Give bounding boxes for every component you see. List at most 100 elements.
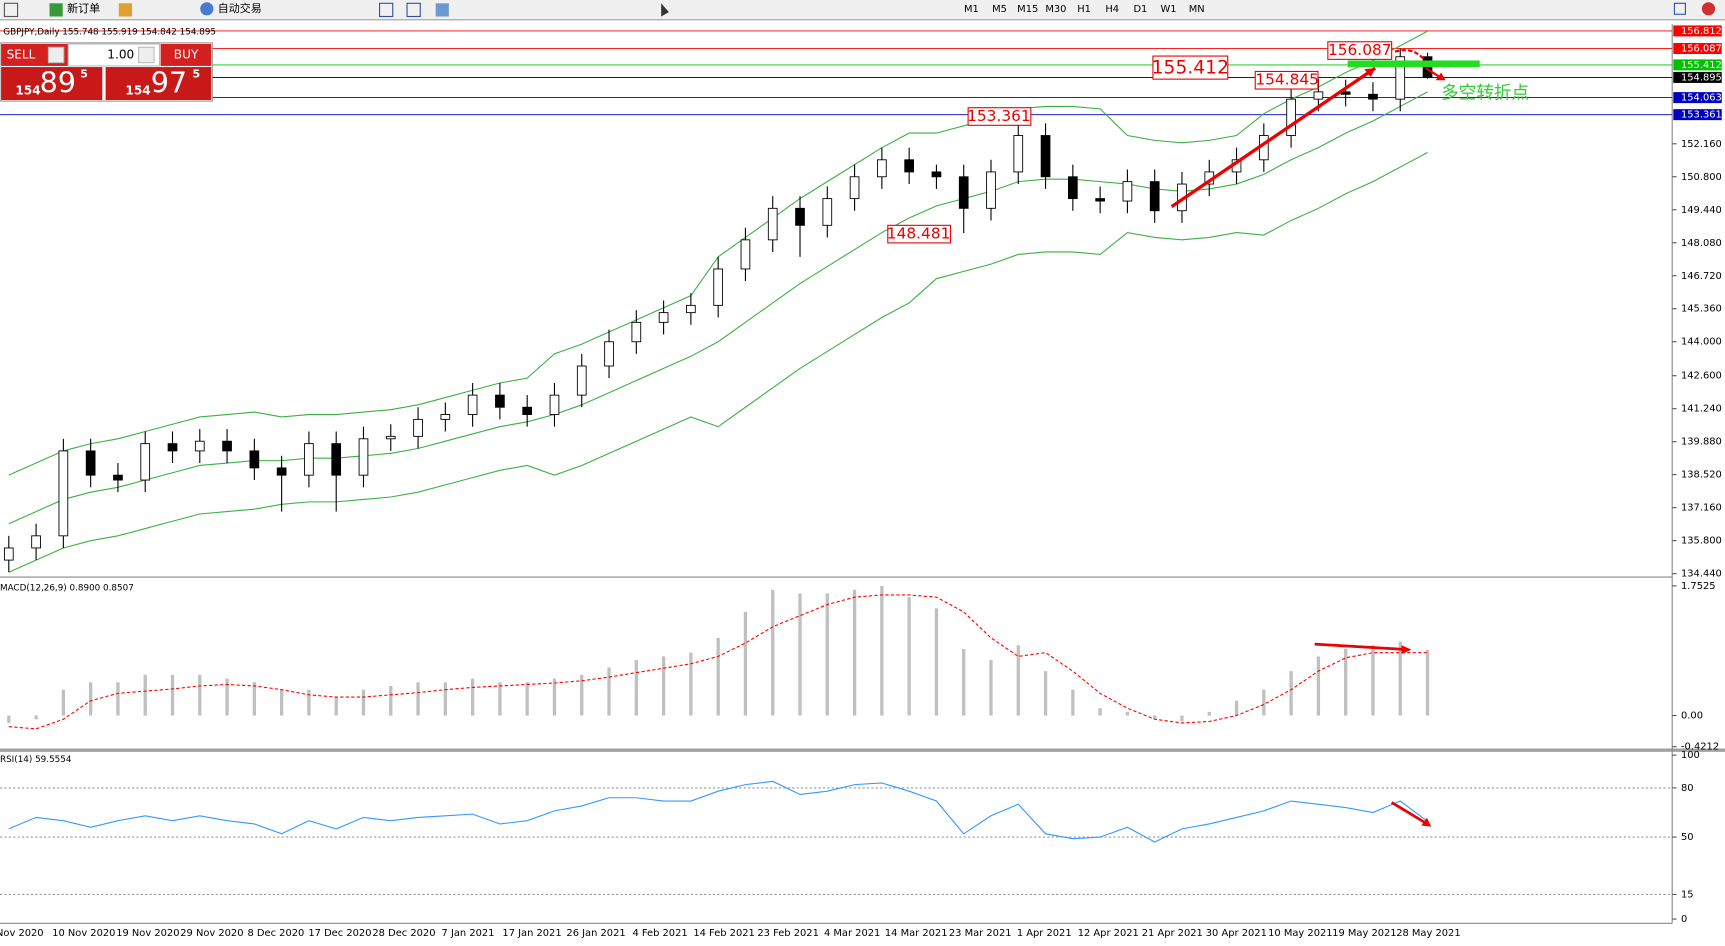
lot-input[interactable]	[67, 43, 161, 67]
bid-prefix[interactable]: 154	[15, 84, 40, 98]
price-level-label: 155.412	[1681, 60, 1722, 71]
timeframe[interactable]: W1	[1161, 4, 1177, 15]
x-tick-label: 30 Apr 2021	[1206, 928, 1267, 939]
ask-box[interactable]	[105, 67, 212, 101]
search[interactable]	[1673, 2, 1686, 15]
zoom-in[interactable]	[378, 2, 394, 18]
macd-bar	[771, 589, 775, 716]
bid-box[interactable]	[1, 67, 103, 101]
macd-bar	[307, 689, 311, 716]
y-tick-label: 50	[1681, 832, 1694, 843]
candle-body	[167, 443, 178, 452]
candle-body	[3, 547, 14, 561]
lot-down[interactable]	[47, 46, 65, 64]
highlight-bar	[1347, 60, 1480, 68]
price-level-label: 156.812	[1681, 26, 1722, 37]
timeframe[interactable]: M1	[964, 4, 979, 15]
macd-signal	[8, 594, 1428, 730]
arrow-head	[1401, 645, 1412, 655]
ask-prefix[interactable]: 154	[125, 84, 150, 98]
y-tick-label: 146.720	[1681, 271, 1722, 282]
x-tick-label: 29 Nov 2020	[180, 928, 243, 939]
new-order[interactable]: 新订单	[67, 1, 100, 15]
candle-body	[740, 239, 751, 270]
macd-bar	[389, 685, 393, 716]
timeframe[interactable]: MN	[1189, 4, 1205, 15]
turn-arrow	[1394, 49, 1426, 62]
macd-bar	[470, 678, 475, 716]
candle-body	[113, 474, 123, 481]
ask-sup[interactable]: 5	[193, 68, 201, 81]
timeframe[interactable]: M30	[1045, 4, 1066, 15]
timeframe[interactable]: M5	[992, 4, 1007, 15]
zoom-out[interactable]	[406, 2, 421, 18]
arrow-head	[1435, 72, 1446, 81]
lot-value[interactable]: 1.00	[107, 47, 134, 61]
macd-arrow	[1314, 642, 1409, 651]
y-tick-label: 142.600	[1681, 371, 1722, 382]
tool-icon[interactable]	[118, 3, 133, 17]
candle-body	[467, 394, 478, 415]
buy-label[interactable]: BUY	[174, 47, 199, 61]
timeframe[interactable]: M15	[1017, 4, 1038, 15]
tool-icon[interactable]	[3, 2, 19, 18]
candle-body	[1122, 181, 1133, 202]
alert[interactable]	[1701, 2, 1716, 16]
macd-bar	[607, 667, 611, 716]
y-tick-label: 100	[1681, 750, 1700, 761]
y-tick-label: 139.880	[1681, 437, 1722, 448]
y-tick-label: -0.4212	[1681, 742, 1719, 753]
candle-body	[1095, 198, 1105, 202]
macd-bar	[934, 608, 939, 716]
macd-bar	[634, 660, 638, 716]
macd-bar	[525, 682, 529, 716]
annotation: 153.361	[967, 107, 1031, 125]
band-middle	[8, 91, 1428, 525]
candle-body	[1422, 56, 1433, 78]
sell-label[interactable]: SELL	[7, 47, 36, 61]
macd-bar	[580, 674, 584, 716]
macd-bar	[170, 674, 175, 716]
candle-body	[31, 535, 41, 549]
timeframe[interactable]: D1	[1133, 4, 1147, 15]
macd-bar	[880, 586, 884, 716]
candle-body	[631, 321, 642, 343]
new-order-icon[interactable]	[49, 3, 63, 17]
y-tick-label: 1.7525	[1681, 581, 1716, 592]
x-tick-label: 21 Apr 2021	[1142, 928, 1203, 939]
bid-main[interactable]: 89	[40, 66, 76, 100]
macd-bar	[198, 674, 202, 716]
macd-bar	[1153, 715, 1157, 720]
y-tick-label: 141.240	[1681, 404, 1722, 415]
buy-button[interactable]	[160, 43, 212, 66]
x-tick-label: 4 Mar 2021	[824, 928, 880, 939]
tile[interactable]	[435, 3, 449, 17]
x-tick-label: 14 Feb 2021	[693, 928, 754, 939]
lot-up[interactable]	[138, 46, 155, 64]
macd-bar	[1425, 649, 1430, 716]
auto-trading-icon[interactable]	[200, 2, 214, 16]
candle-body	[385, 435, 396, 440]
timeframe[interactable]: H4	[1105, 4, 1119, 15]
candle-body	[85, 450, 96, 476]
auto-trading[interactable]: 自动交易	[218, 1, 262, 15]
cursor-tool[interactable]	[661, 3, 669, 17]
x-tick-label: 12 Apr 2021	[1078, 928, 1139, 939]
macd-bar	[661, 656, 666, 716]
macd-bar	[443, 682, 447, 716]
x-tick-label: 14 Mar 2021	[885, 928, 948, 939]
price-level-tag	[1673, 71, 1722, 83]
x-tick-label: 19 May 2021	[1332, 928, 1396, 939]
macd-bar	[1316, 656, 1321, 716]
macd-bar	[1180, 715, 1184, 722]
macd-bar	[1371, 645, 1375, 716]
timeframe[interactable]: H1	[1077, 4, 1091, 15]
bid-sup[interactable]: 5	[80, 68, 88, 81]
y-tick-label: 137.160	[1681, 503, 1722, 514]
y-tick-label: 80	[1681, 783, 1694, 794]
price-level-tag	[1673, 59, 1722, 71]
macd-bar	[34, 715, 38, 720]
price-level-label: 154.063	[1681, 93, 1722, 104]
candle-body	[194, 440, 205, 452]
ask-main[interactable]: 97	[151, 66, 187, 100]
